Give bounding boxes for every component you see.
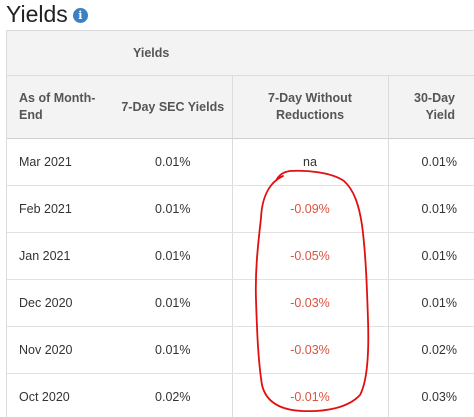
cell-30day: 0.01%	[387, 185, 474, 233]
col-header-7day-without-reductions: 7-Day Without Reductions	[231, 75, 388, 139]
cell-7day-sec: 0.02%	[114, 373, 232, 417]
col-header-30day-yield: 30-Day Yield	[387, 75, 474, 139]
column-header-row: As of Month-End 7-Day SEC Yields 7-Day W…	[7, 75, 474, 139]
cell-7day-sec: 0.01%	[114, 279, 232, 327]
cell-30day: 0.01%	[387, 138, 474, 186]
cell-30day: 0.01%	[387, 232, 474, 280]
cell-7day-without: -0.03%	[231, 279, 388, 327]
cell-date: Jan 2021	[7, 232, 114, 280]
cell-date: Feb 2021	[7, 185, 114, 233]
group-header-row: Yields	[7, 31, 474, 76]
info-icon[interactable]: i	[72, 7, 88, 23]
cell-30day: 0.02%	[387, 326, 474, 374]
cell-7day-sec: 0.01%	[114, 138, 232, 186]
table-row: Mar 2021 0.01% na 0.01%	[7, 138, 474, 186]
cell-date: Dec 2020	[7, 279, 114, 327]
cell-30day: 0.01%	[387, 279, 474, 327]
table-row: Dec 2020 0.01% -0.03% 0.01%	[7, 279, 474, 327]
cell-7day-without: -0.01%	[231, 373, 388, 417]
table-row: Nov 2020 0.01% -0.03% 0.02%	[7, 326, 474, 374]
group-header-spacer	[7, 31, 114, 76]
cell-7day-sec: 0.01%	[114, 232, 232, 280]
cell-7day-without: -0.09%	[231, 185, 388, 233]
title-row: Yields i	[6, 0, 88, 28]
table-row: Oct 2020 0.02% -0.01% 0.03%	[7, 373, 474, 417]
cell-7day-without: -0.03%	[231, 326, 388, 374]
cell-7day-sec: 0.01%	[114, 326, 232, 374]
cell-date: Mar 2021	[7, 138, 114, 186]
yields-table: Yields As of Month-End 7-Day SEC Yields …	[7, 31, 474, 417]
col-header-month-end: As of Month-End	[7, 75, 114, 139]
cell-7day-without: na	[231, 138, 388, 186]
page-title: Yields	[6, 1, 68, 27]
yields-table-container: Yields As of Month-End 7-Day SEC Yields …	[6, 30, 474, 417]
cell-date: Nov 2020	[7, 326, 114, 374]
group-header-yields: Yields	[114, 31, 474, 76]
cell-date: Oct 2020	[7, 373, 114, 417]
table-row: Feb 2021 0.01% -0.09% 0.01%	[7, 185, 474, 233]
cell-30day: 0.03%	[387, 373, 474, 417]
table-row: Jan 2021 0.01% -0.05% 0.01%	[7, 232, 474, 280]
cell-7day-sec: 0.01%	[114, 185, 232, 233]
col-header-7day-sec: 7-Day SEC Yields	[114, 75, 232, 139]
cell-7day-without: -0.05%	[231, 232, 388, 280]
